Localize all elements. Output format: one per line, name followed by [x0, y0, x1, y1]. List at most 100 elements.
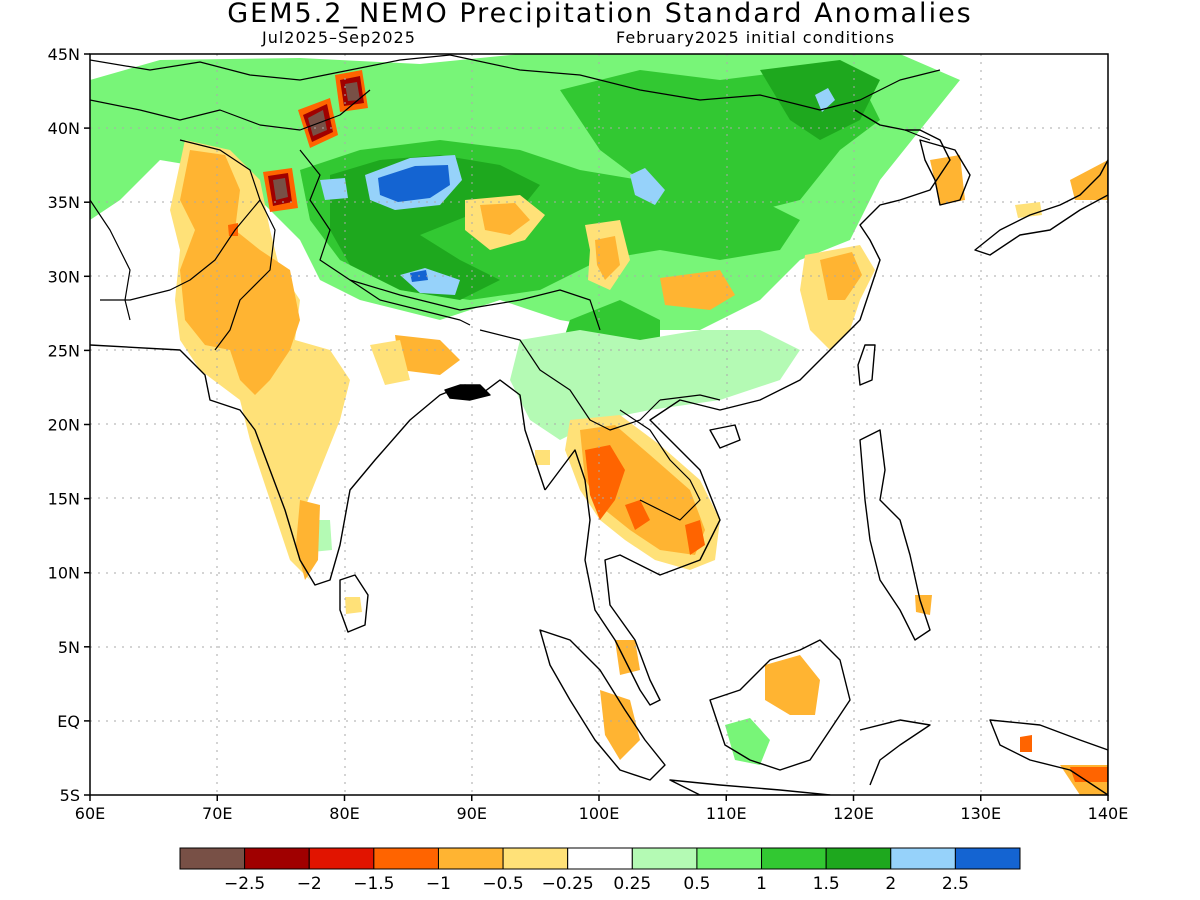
lat-tick-label: 45N: [48, 45, 80, 64]
lon-tick-label: 80E: [329, 804, 359, 823]
colorbar-swatch: [890, 847, 956, 870]
colorbar-label: 0.5: [683, 874, 710, 894]
lon-tick-label: 110E: [706, 804, 747, 823]
lat-tick-label: 5S: [60, 786, 80, 805]
colorbar-label: −0.5: [482, 874, 523, 894]
colorbar-swatch: [567, 847, 633, 870]
dry-myanmar-spot: [535, 450, 550, 465]
colorbar: −2.5 −2 −1.5 −1 −0.5 −0.25 0.25 0.5 1 1.5 2 2.5: [179, 847, 1021, 894]
colorbar-swatch: [631, 847, 698, 870]
colorbar-label: −2.5: [224, 874, 265, 894]
colorbar-label: 1: [756, 874, 767, 894]
colorbar-swatch: [373, 847, 439, 870]
coast-arabian-india: [90, 344, 546, 586]
initial-conditions: February2025 initial conditions: [616, 28, 896, 47]
dry-philippines: [915, 595, 932, 615]
extreme-dry-tianshan-core: [345, 82, 360, 101]
colorbar-label: −0.25: [542, 874, 594, 894]
colorbar-swatch: [179, 847, 246, 870]
colorbar-label: 2.5: [942, 874, 969, 894]
lat-tick-label: EQ: [57, 712, 80, 731]
very-dry-cambodia: [685, 520, 705, 555]
lat-tick-label: 25N: [48, 341, 80, 360]
border-china-west: [299, 149, 601, 331]
lat-tick-label: 10N: [48, 564, 80, 583]
coast-sri-lanka: [339, 574, 369, 633]
colorbar-label: 2: [885, 874, 896, 894]
coast-sulawesi: [859, 719, 931, 786]
map-title: GEM5.2_NEMO Precipitation Standard Anoma…: [227, 0, 973, 29]
dry-malaya: [615, 640, 640, 675]
border-nepal: [349, 279, 471, 326]
extreme-wet-tarim: [378, 165, 450, 202]
coast-new-guinea: [989, 719, 1108, 795]
border-mongolia: [449, 54, 941, 111]
very-dry-new-guinea: [1070, 767, 1108, 782]
dry-korea: [930, 155, 965, 205]
very-wet-mongolia-spot: [815, 88, 835, 112]
colorbar-swatch: [761, 847, 827, 870]
colorbar-swatch: [696, 847, 763, 870]
colorbar-label: 1.5: [813, 874, 840, 894]
coast-borneo: [709, 639, 851, 771]
dry-central-china: [660, 270, 735, 310]
border-india-pak: [214, 199, 276, 351]
very-dry-irian-spot: [1020, 735, 1032, 752]
colorbar-label: −1.5: [353, 874, 394, 894]
dry-sri-lanka: [345, 597, 362, 614]
lon-tick-label: 130E: [960, 804, 1001, 823]
graticule: [90, 54, 1108, 795]
wet-south-china: [510, 330, 800, 440]
dry-tibet-core: [480, 203, 530, 235]
coast-hainan: [709, 424, 741, 449]
dry-se-china-core: [820, 252, 862, 300]
colorbar-swatch: [308, 847, 375, 870]
lat-tick-label: 15N: [48, 490, 80, 509]
very-dry-indochina: [585, 445, 625, 520]
dry-pakistan-core: [180, 150, 300, 395]
coastlines: [90, 109, 1108, 795]
lon-tick-label: 70E: [202, 804, 232, 823]
forecast-period: Jul2025–Sep2025: [262, 28, 416, 47]
country-borders: [90, 54, 941, 521]
lon-axis: 60E 70E 80E 90E 100E 110E 120E 130E 140E: [75, 795, 1129, 823]
border-iran: [90, 199, 131, 321]
coast-philippines: [859, 429, 931, 641]
dry-japan-south: [1015, 202, 1042, 218]
dry-japan: [1070, 160, 1108, 200]
lat-tick-label: 35N: [48, 193, 80, 212]
dry-sumatra: [600, 690, 640, 760]
very-wet-gobi: [630, 168, 665, 205]
colorbar-swatch: [437, 847, 504, 870]
lon-tick-label: 120E: [833, 804, 874, 823]
border-myanmar: [479, 329, 661, 431]
dry-central-india: [265, 360, 340, 470]
border-laos-vietnam: [619, 409, 701, 521]
lat-tick-label: 5N: [58, 638, 80, 657]
border-korea: [904, 129, 931, 141]
coast-korea: [919, 139, 971, 206]
dry-india-south: [296, 500, 320, 580]
lon-tick-label: 90E: [457, 804, 487, 823]
dry-sichuan-core: [595, 236, 620, 280]
dry-east-india: [395, 335, 460, 375]
coast-sumatra: [539, 629, 666, 781]
lat-axis: 45N 40N 35N 30N 25N 20N 15N 10N 5N EQ 5S: [48, 45, 90, 805]
border-china-vietnam: [659, 394, 721, 401]
colorbar-label: 0.25: [613, 874, 651, 894]
colorbar-swatch: [825, 847, 892, 870]
coast-java: [669, 779, 831, 795]
coast-japan: [974, 159, 1108, 256]
lon-tick-label: 100E: [579, 804, 620, 823]
lat-tick-label: 30N: [48, 267, 80, 286]
lon-tick-label: 140E: [1088, 804, 1129, 823]
coast-bay-of-bengal-delta: [444, 384, 491, 401]
lat-tick-label: 40N: [48, 119, 80, 138]
colorbar-swatch: [244, 847, 310, 870]
lon-tick-label: 60E: [75, 804, 105, 823]
colorbar-label: −2: [297, 874, 322, 894]
extreme-dry-kashmir-core: [273, 178, 288, 200]
coast-taiwan: [857, 344, 876, 386]
very-dry-pakistan-spot: [228, 223, 238, 236]
